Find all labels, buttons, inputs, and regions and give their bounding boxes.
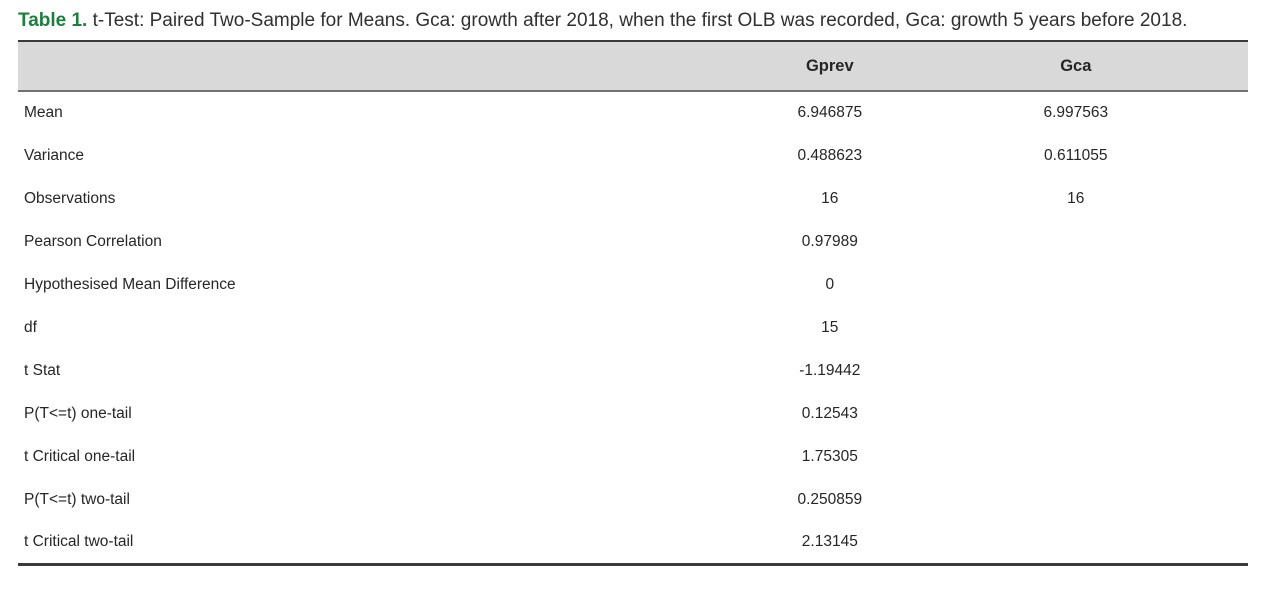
table-row: t Critical one-tail 1.75305 <box>18 435 1248 478</box>
row-label-cell: Mean <box>24 104 63 121</box>
table-row: t Critical two-tail 2.13145 <box>18 521 1248 564</box>
gca-value-cell: 6.997563 <box>1043 104 1109 121</box>
row-label-cell: t Stat <box>24 361 61 379</box>
table-row: Mean 6.946875 6.997563 <box>18 91 1248 134</box>
table-body: Mean 6.946875 6.997563 Variance 0.488623… <box>18 91 1248 564</box>
table-row: P(T<=t) one-tail 0.12543 <box>18 392 1248 435</box>
table-row: Observations 16 16 <box>18 177 1248 220</box>
spacer-cell <box>1162 177 1248 220</box>
gprev-value-cell: 16 <box>821 189 839 207</box>
gca-value-cell <box>990 521 1162 564</box>
row-label-cell: t Critical two-tail <box>24 532 134 550</box>
table-row: Hypothesised Mean Difference 0 <box>18 263 1248 306</box>
gprev-value-cell: 2.13145 <box>801 532 858 550</box>
spacer-cell <box>1162 435 1248 478</box>
gca-value-cell <box>990 435 1162 478</box>
spacer-cell <box>1162 263 1248 306</box>
gprev-value-cell: 15 <box>821 318 839 336</box>
table-caption-number: Table 1. <box>18 10 88 31</box>
row-label-cell: Hypothesised Mean Difference <box>24 275 236 293</box>
row-label-cell: t Critical one-tail <box>24 447 136 465</box>
ttest-table: Gprev Gca Mean 6.946875 6.997563 Varianc… <box>18 40 1248 566</box>
gca-value-cell <box>990 349 1162 392</box>
header-spacer-cell <box>1162 41 1248 91</box>
table-caption: Table 1. t-Test: Paired Two-Sample for M… <box>18 8 1251 33</box>
spacer-cell <box>1162 306 1248 349</box>
gca-value-cell <box>990 306 1162 349</box>
spacer-cell <box>1162 521 1248 564</box>
spacer-cell <box>1162 478 1248 521</box>
table-row: t Stat -1.19442 <box>18 349 1248 392</box>
gca-value-cell: 0.611055 <box>1044 146 1108 164</box>
gprev-value-cell: -1.19442 <box>799 361 861 379</box>
gprev-value-cell: 0.488623 <box>797 146 863 164</box>
row-label-cell: P(T<=t) two-tail <box>24 490 130 508</box>
row-label-cell: P(T<=t) one-tail <box>24 404 132 422</box>
row-label-cell: Pearson Correlation <box>24 232 162 250</box>
spacer-cell <box>1162 392 1248 435</box>
header-row: Gprev Gca <box>18 41 1248 91</box>
header-gprev: Gprev <box>805 56 854 75</box>
table-caption-text: t-Test: Paired Two-Sample for Means. Gca… <box>92 10 1188 31</box>
gprev-value-cell: 0.250859 <box>797 490 863 508</box>
table-row: P(T<=t) two-tail 0.250859 <box>18 478 1248 521</box>
gca-value-cell <box>990 263 1162 306</box>
row-label-cell: df <box>24 318 37 336</box>
gprev-value-cell: 6.946875 <box>797 104 863 121</box>
spacer-cell <box>1162 91 1248 134</box>
gprev-value-cell: 0.97989 <box>801 232 858 250</box>
spacer-cell <box>1162 220 1248 263</box>
gprev-value-cell: 1.75305 <box>801 447 858 465</box>
table-row: Pearson Correlation 0.97989 <box>18 220 1248 263</box>
gca-value-cell <box>990 478 1162 521</box>
row-label-cell: Observations <box>24 189 116 207</box>
spacer-cell <box>1162 134 1248 177</box>
table-row: Variance 0.488623 0.611055 <box>18 134 1248 177</box>
header-empty-cell <box>18 41 670 91</box>
gca-value-cell <box>990 392 1162 435</box>
gca-value-cell: 16 <box>1067 189 1085 207</box>
gprev-value-cell: 0 <box>825 275 835 293</box>
gprev-value-cell: 0.12543 <box>801 404 858 422</box>
gca-value-cell <box>990 220 1162 263</box>
spacer-cell <box>1162 349 1248 392</box>
row-label-cell: Variance <box>24 146 85 164</box>
header-gca: Gca <box>1060 56 1092 75</box>
table-row: df 15 <box>18 306 1248 349</box>
